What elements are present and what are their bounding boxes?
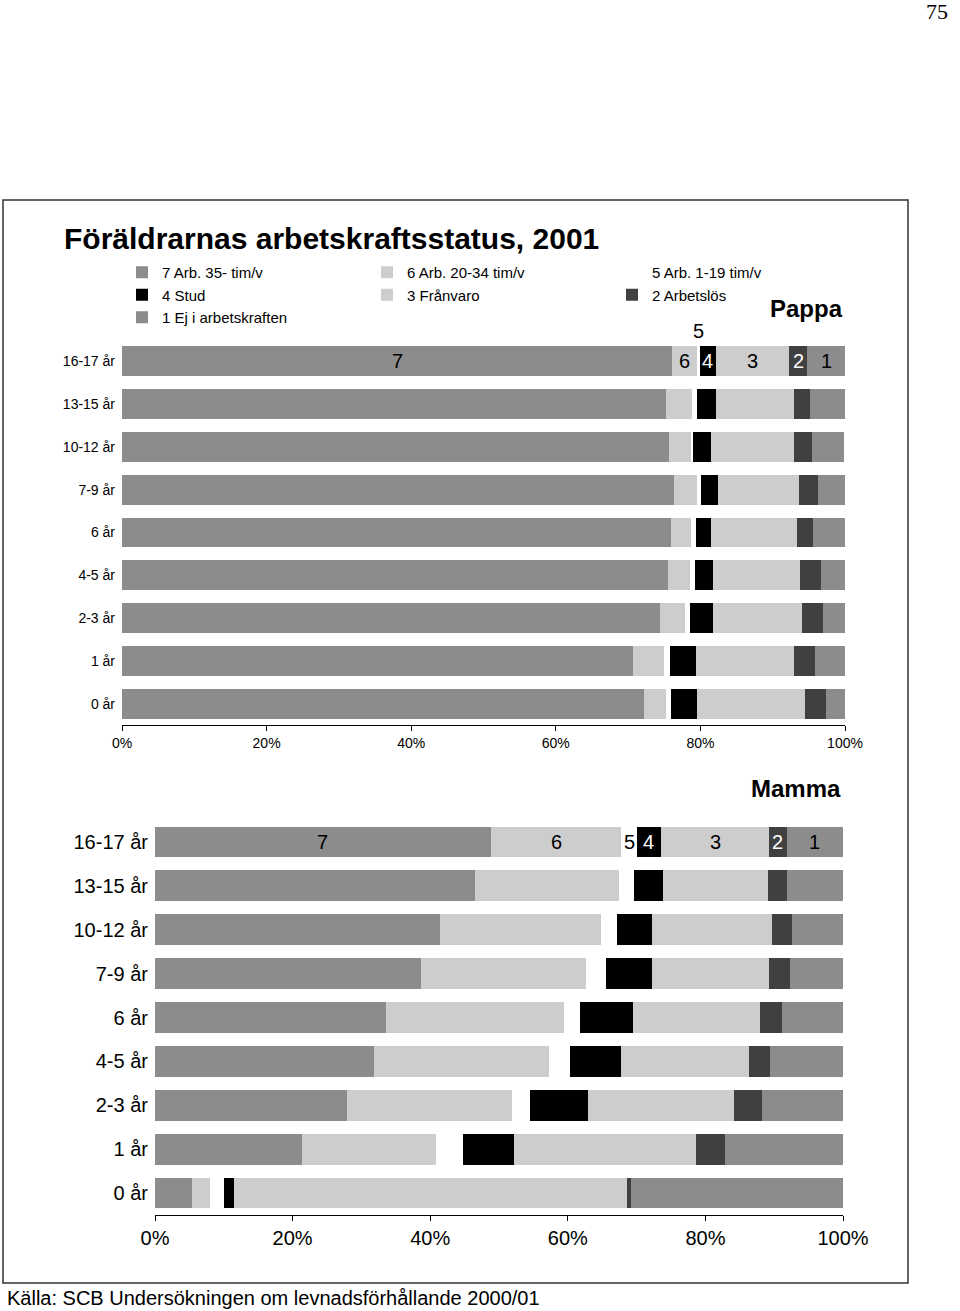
svg-text:6: 6 (679, 350, 690, 372)
svg-text:1: 1 (821, 350, 832, 372)
svg-text:1 år: 1 år (114, 1138, 149, 1160)
svg-text:0%: 0% (141, 1227, 170, 1249)
svg-text:7-9 år: 7-9 år (96, 963, 149, 985)
svg-text:5: 5 (693, 320, 704, 342)
svg-text:6 år: 6 år (91, 524, 115, 540)
svg-text:3: 3 (710, 831, 721, 853)
svg-text:16-17 år: 16-17 år (63, 353, 115, 369)
svg-text:2 Arbetslös: 2 Arbetslös (652, 287, 726, 304)
svg-text:Källa: SCB Undersökningen om l: Källa: SCB Undersökningen om levnadsförh… (7, 1287, 540, 1309)
svg-text:4-5 år: 4-5 år (78, 567, 115, 583)
svg-text:10-12 år: 10-12 år (74, 919, 149, 941)
svg-text:5: 5 (624, 831, 635, 853)
svg-text:7: 7 (317, 831, 328, 853)
svg-text:80%: 80% (686, 735, 714, 751)
svg-text:5 Arb. 1-19 tim/v: 5 Arb. 1-19 tim/v (652, 264, 762, 281)
svg-text:16-17 år: 16-17 år (74, 831, 149, 853)
svg-text:Mamma: Mamma (751, 775, 841, 802)
svg-text:2-3 år: 2-3 år (96, 1094, 149, 1116)
svg-text:100%: 100% (827, 735, 863, 751)
svg-text:7-9 år: 7-9 år (78, 482, 115, 498)
svg-text:0%: 0% (112, 735, 132, 751)
svg-text:2: 2 (772, 831, 783, 853)
svg-text:40%: 40% (410, 1227, 450, 1249)
svg-text:13-15 år: 13-15 år (74, 875, 149, 897)
svg-text:7: 7 (392, 350, 403, 372)
svg-text:2: 2 (793, 350, 804, 372)
svg-text:40%: 40% (397, 735, 425, 751)
svg-text:20%: 20% (253, 735, 281, 751)
svg-text:6: 6 (551, 831, 562, 853)
svg-text:6 Arb. 20-34 tim/v: 6 Arb. 20-34 tim/v (407, 264, 525, 281)
svg-text:1: 1 (809, 831, 820, 853)
svg-text:0 år: 0 år (91, 696, 115, 712)
svg-text:1 Ej i arbetskraften: 1 Ej i arbetskraften (162, 309, 287, 326)
svg-text:100%: 100% (817, 1227, 868, 1249)
svg-text:10-12 år: 10-12 år (63, 439, 115, 455)
svg-text:4: 4 (702, 350, 713, 372)
svg-text:6 år: 6 år (114, 1007, 149, 1029)
svg-text:4-5 år: 4-5 år (96, 1050, 149, 1072)
svg-text:0 år: 0 år (114, 1182, 149, 1204)
svg-text:60%: 60% (548, 1227, 588, 1249)
svg-text:2-3 år: 2-3 år (78, 610, 115, 626)
svg-text:4 Stud: 4 Stud (162, 287, 205, 304)
svg-text:1 år: 1 år (91, 653, 115, 669)
svg-text:75: 75 (926, 0, 948, 24)
svg-text:Föräldrarnas arbetskraftsstatu: Föräldrarnas arbetskraftsstatus, 2001 (64, 222, 599, 255)
svg-text:60%: 60% (542, 735, 570, 751)
svg-text:Pappa: Pappa (770, 295, 843, 322)
svg-text:4: 4 (643, 831, 654, 853)
svg-text:13-15 år: 13-15 år (63, 396, 115, 412)
svg-text:3 Frånvaro: 3 Frånvaro (407, 287, 480, 304)
svg-text:7 Arb. 35- tim/v: 7 Arb. 35- tim/v (162, 264, 263, 281)
svg-text:3: 3 (747, 350, 758, 372)
svg-text:80%: 80% (685, 1227, 725, 1249)
svg-text:20%: 20% (273, 1227, 313, 1249)
